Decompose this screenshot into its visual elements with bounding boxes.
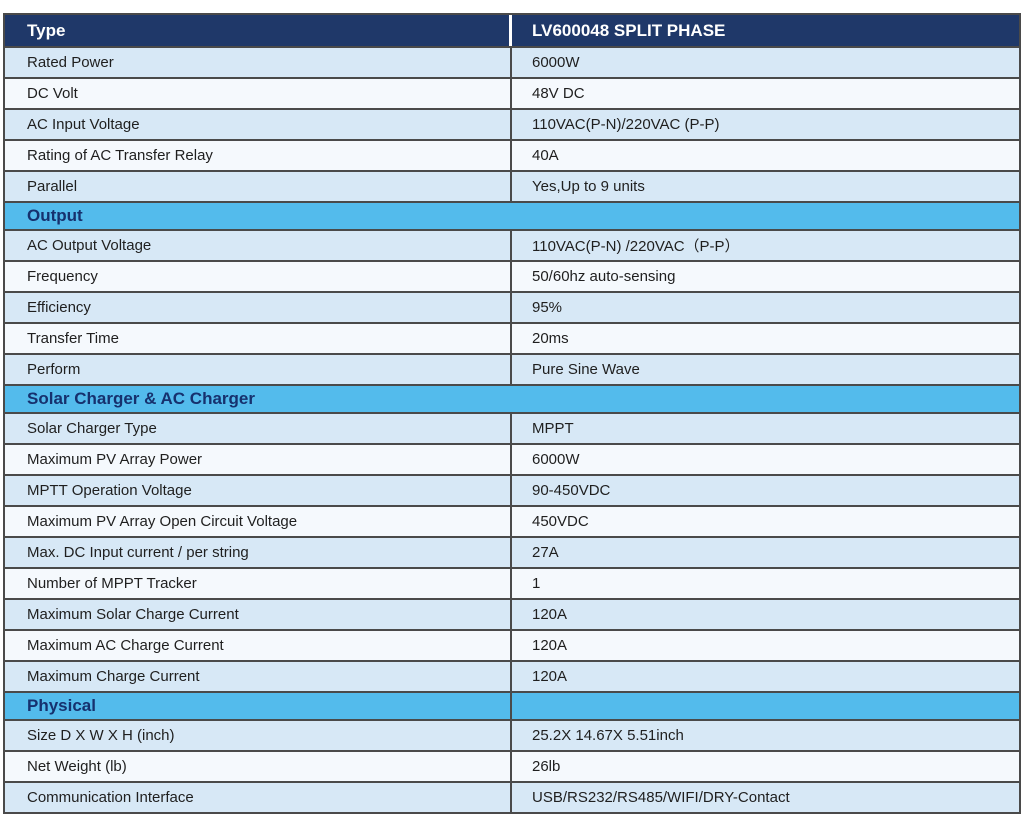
spec-value: 90-450VDC	[532, 482, 611, 499]
table-row: Communication Interface USB/RS232/RS485/W…	[5, 783, 1019, 812]
section-header-row: Output	[5, 203, 1019, 231]
spec-label: Parallel	[5, 172, 512, 201]
spec-table: Type LV600048 SPLIT PHASE Rated Power 6000W…	[3, 13, 1021, 814]
spec-label: Maximum AC Charge Current	[5, 631, 512, 660]
spec-label: Size D X W X H (inch)	[5, 721, 512, 750]
spec-label: Maximum Charge Current	[5, 662, 512, 691]
table-row: Rated Power 6000W	[5, 48, 1019, 79]
spec-label: Solar Charger Type	[5, 414, 512, 443]
table-row: Parallel Yes,Up to 9 units	[5, 172, 1019, 203]
header-type-cell: Type	[5, 15, 512, 46]
table-row: Net Weight (lb) 26lb	[5, 752, 1019, 783]
spec-label: DC Volt	[5, 79, 512, 108]
spec-value: 120A	[532, 606, 568, 623]
spec-value: 50/60hz auto-sensing	[532, 268, 676, 285]
section-header-row: Solar Charger & AC Charger	[5, 386, 1019, 414]
table-row: Number of MPPT Tracker 1	[5, 569, 1019, 600]
spec-label: Efficiency	[5, 293, 512, 322]
header-model-cell: LV600048 SPLIT PHASE	[532, 20, 726, 40]
table-row: AC Input Voltage 110VAC(P-N)/220VAC (P-P)	[5, 110, 1019, 141]
spec-value: 95%	[532, 299, 563, 316]
spec-value: MPPT	[532, 420, 574, 437]
spec-value: 27A	[532, 544, 559, 561]
spec-value: 40A	[532, 147, 559, 164]
spec-label: Max. DC Input current / per string	[5, 538, 512, 567]
spec-label: Number of MPPT Tracker	[5, 569, 512, 598]
spec-value: 48V DC	[532, 85, 585, 102]
table-row: Maximum PV Array Open Circuit Voltage 450…	[5, 507, 1019, 538]
table-row: Transfer Time 20ms	[5, 324, 1019, 355]
spec-value: Pure Sine Wave	[532, 361, 640, 378]
table-row: Maximum Solar Charge Current 120A	[5, 600, 1019, 631]
spec-value: 6000W	[532, 54, 580, 71]
spec-label: Net Weight (lb)	[5, 752, 512, 781]
table-row: Perform Pure Sine Wave	[5, 355, 1019, 386]
spec-label: Rating of AC Transfer Relay	[5, 141, 512, 170]
table-row: Efficiency 95%	[5, 293, 1019, 324]
section-title: Output	[27, 206, 83, 225]
spec-value: 120A	[532, 668, 568, 685]
spec-value	[512, 693, 1019, 719]
spec-label: Communication Interface	[5, 783, 512, 812]
table-row: MPTT Operation Voltage 90-450VDC	[5, 476, 1019, 507]
spec-value: 450VDC	[532, 513, 589, 530]
table-row: AC Output Voltage 110VAC(P-N) /220VAC（P-P…	[5, 231, 1019, 262]
table-row: Maximum AC Charge Current 120A	[5, 631, 1019, 662]
spec-value: 6000W	[532, 451, 580, 468]
spec-label: Transfer Time	[5, 324, 512, 353]
spec-value: Yes,Up to 9 units	[532, 178, 645, 195]
spec-label: Rated Power	[5, 48, 512, 77]
spec-value: 110VAC(P-N) /220VAC（P-P）	[532, 238, 740, 255]
table-row: Maximum PV Array Power 6000W	[5, 445, 1019, 476]
table-row: DC Volt 48V DC	[5, 79, 1019, 110]
spec-label: Maximum PV Array Power	[5, 445, 512, 474]
spec-value: 26lb	[532, 758, 561, 775]
table-row: Size D X W X H (inch) 25.2X 14.67X 5.51in…	[5, 721, 1019, 752]
table-header-row: Type LV600048 SPLIT PHASE	[5, 15, 1019, 48]
section-title: Physical	[5, 693, 512, 719]
spec-label: Frequency	[5, 262, 512, 291]
spec-label: Perform	[5, 355, 512, 384]
spec-value: 25.2X 14.67X 5.51inch	[532, 727, 684, 744]
spec-value: 1	[532, 575, 541, 592]
spec-label: Maximum Solar Charge Current	[5, 600, 512, 629]
table-row: Solar Charger Type MPPT	[5, 414, 1019, 445]
section-title: Solar Charger & AC Charger	[27, 389, 255, 408]
section-header-row: Physical	[5, 693, 1019, 721]
spec-label: AC Output Voltage	[5, 231, 512, 260]
spec-value: 20ms	[532, 330, 569, 347]
spec-value: USB/RS232/RS485/WIFI/DRY-Contact	[532, 789, 790, 806]
spec-label: AC Input Voltage	[5, 110, 512, 139]
spec-value: 110VAC(P-N)/220VAC (P-P)	[532, 116, 720, 133]
spec-label: Maximum PV Array Open Circuit Voltage	[5, 507, 512, 536]
table-row: Max. DC Input current / per string 27A	[5, 538, 1019, 569]
spec-label: MPTT Operation Voltage	[5, 476, 512, 505]
spec-value: 120A	[532, 637, 568, 654]
table-row: Maximum Charge Current 120A	[5, 662, 1019, 693]
table-row: Frequency 50/60hz auto-sensing	[5, 262, 1019, 293]
table-row: Rating of AC Transfer Relay 40A	[5, 141, 1019, 172]
